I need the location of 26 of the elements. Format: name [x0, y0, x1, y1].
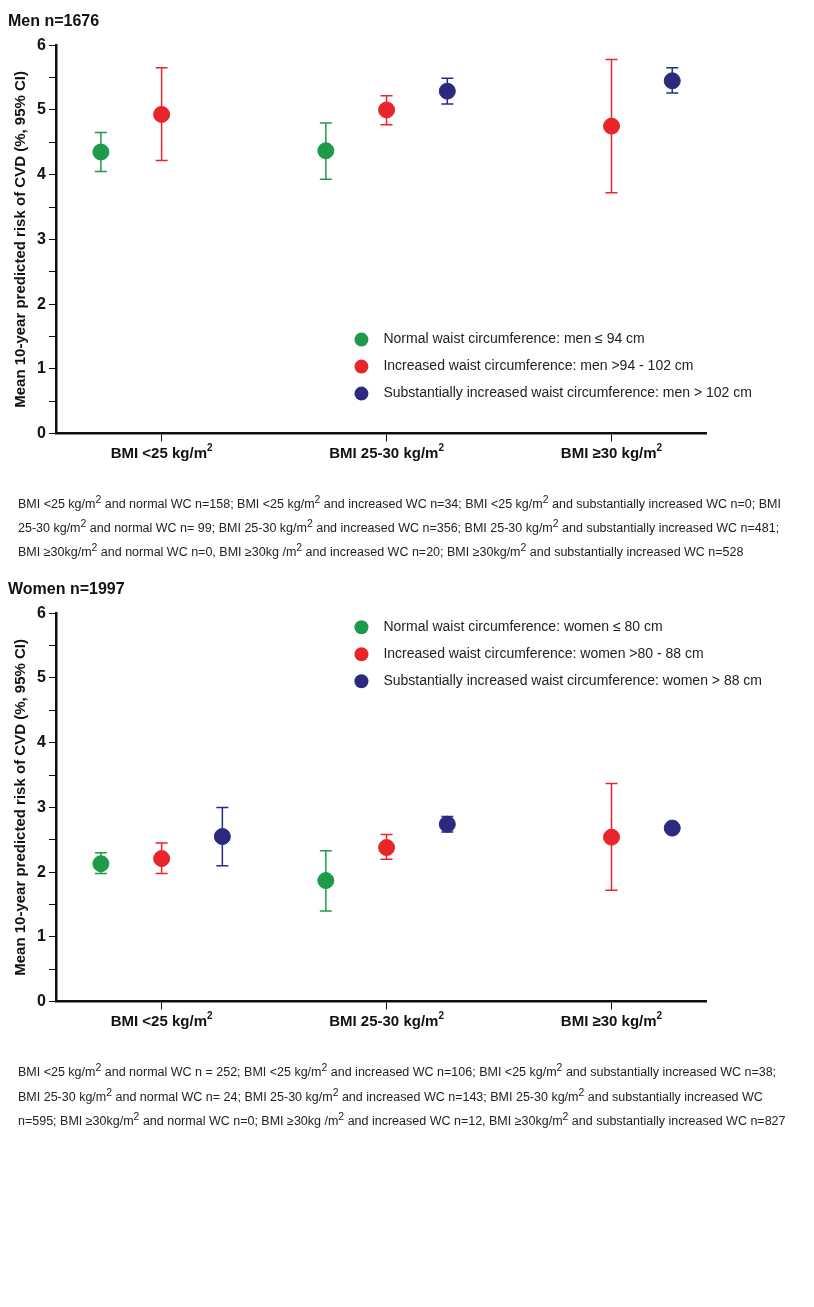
- text: BMI <25 kg/m$^{2}$ and normal WC n=158; BMI <25 kg/m$^{2}$ and increased WC n=34; BMI <25 kg/m$^{2}$ and substantially increased WC n=0; BMI 25-30 kg/m$^{2}$ and normal WC n= 99; BMI 25-30 kg/m$^{2}$ and increased WC n=356; BMI 25-30 kg/m$^{2}$ and substantially increased WC n=481; BMI ≥30kg/m$^{2}$ and normal WC n=0, BMI ≥30kg /m$^{2}$ and increased WC n=20; BMI ≥30kg/m$^{2}$ and substantially increased WC n=528: [18, 494, 781, 560]
- chart-title: Women n=1997: [8, 580, 125, 598]
- legend-label: Increased waist circumference: women >80 - 88 cm: [383, 645, 704, 662]
- y-tick-label: 2: [36, 863, 46, 881]
- y-tick-label: 1: [36, 927, 46, 945]
- legend-label: Substantially increased waist circumference: men > 102 cm: [383, 384, 752, 401]
- legend-label: Normal waist circumference: men ≤ 94 cm: [383, 330, 645, 347]
- legend-label: Substantially increased waist circumference: women > 88 cm: [383, 672, 763, 689]
- y-tick-label: 2: [36, 294, 46, 312]
- y-tick-label: 4: [36, 733, 46, 751]
- legend-label: Increased waist circumference: men >94 - 102 cm: [383, 357, 694, 374]
- y-tick-label: 3: [36, 798, 46, 816]
- y-axis-title: Mean 10-year predicted risk of CVD (%, 95% CI): [11, 71, 29, 408]
- y-tick-label: 4: [36, 165, 46, 183]
- legend-label: Normal waist circumference: women ≤ 80 cm: [383, 618, 663, 635]
- text: BMI <25 kg/m$^{2}$ and normal WC n = 252; BMI <25 kg/m$^{2}$ and increased WC n=106; BMI <25 kg/m$^{2}$ and substantially increased WC n=38; BMI 25-30 kg/m$^{2}$ and normal WC n= 24; BMI 25-30 kg/m$^{2}$ and increased WC n=143; BMI 25-30 kg/m$^{2}$ and substantially increased WC n=595; BMI ≥30kg/m$^{2}$ and normal WC n=0; BMI ≥30kg /m$^{2}$ and increased WC n=12, BMI ≥30kg/m$^{2}$ and substantially increased WC n=827: [18, 1062, 786, 1128]
- y-tick-label: 1: [36, 359, 46, 377]
- y-tick-label: 0: [36, 424, 46, 442]
- y-tick-label: 5: [36, 668, 46, 686]
- y-tick-label: 6: [36, 35, 46, 53]
- y-tick-label: 3: [36, 229, 46, 247]
- y-tick-label: 0: [36, 992, 46, 1010]
- y-tick-label: 6: [36, 604, 46, 622]
- chart-title: Men n=1676: [8, 12, 100, 30]
- y-tick-label: 5: [36, 100, 46, 118]
- y-axis-title: Mean 10-year predicted risk of CVD (%, 95% CI): [11, 639, 29, 977]
